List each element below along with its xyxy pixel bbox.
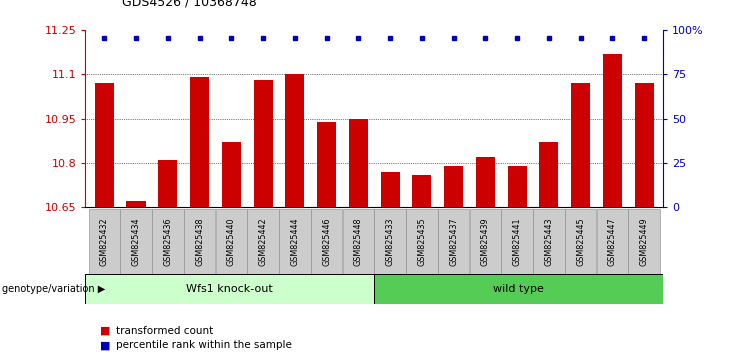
Bar	[438, 209, 469, 274]
Bar	[152, 209, 184, 274]
Text: GSM825440: GSM825440	[227, 217, 236, 266]
Text: GSM825432: GSM825432	[100, 217, 109, 266]
Bar	[184, 209, 215, 274]
Bar	[310, 209, 342, 274]
Text: GSM825446: GSM825446	[322, 217, 331, 266]
Bar	[374, 274, 663, 304]
Bar	[565, 209, 597, 274]
Text: ■: ■	[100, 326, 110, 336]
Text: GSM825442: GSM825442	[259, 217, 268, 266]
Bar	[247, 209, 279, 274]
Text: GSM825436: GSM825436	[163, 217, 173, 266]
Bar	[89, 209, 120, 274]
Bar	[120, 209, 152, 274]
Text: GSM825443: GSM825443	[545, 217, 554, 266]
Text: GSM825448: GSM825448	[353, 217, 363, 266]
Text: GSM825435: GSM825435	[417, 217, 426, 266]
Bar	[374, 209, 406, 274]
Text: GSM825439: GSM825439	[481, 217, 490, 266]
Bar	[95, 83, 114, 207]
Text: GSM825444: GSM825444	[290, 217, 299, 266]
Bar	[571, 83, 590, 207]
Bar	[317, 121, 336, 207]
Text: GSM825449: GSM825449	[639, 217, 648, 266]
Text: GSM825441: GSM825441	[513, 217, 522, 266]
Bar	[406, 209, 437, 274]
Text: GSM825437: GSM825437	[449, 217, 458, 266]
Bar	[190, 77, 209, 207]
Bar	[444, 166, 463, 207]
Text: Wfs1 knock-out: Wfs1 knock-out	[186, 284, 273, 295]
Text: ■: ■	[100, 340, 110, 350]
Bar	[508, 166, 527, 207]
Text: GSM825433: GSM825433	[385, 217, 395, 266]
Text: GSM825434: GSM825434	[131, 217, 141, 266]
Text: GSM825438: GSM825438	[195, 217, 204, 266]
Bar	[342, 209, 374, 274]
Text: GDS4526 / 10368748: GDS4526 / 10368748	[122, 0, 257, 9]
Text: GSM825445: GSM825445	[576, 217, 585, 266]
Bar	[603, 54, 622, 207]
Bar	[349, 119, 368, 207]
Bar	[159, 160, 177, 207]
Bar	[279, 209, 310, 274]
Bar	[222, 142, 241, 207]
Bar	[412, 175, 431, 207]
Bar	[533, 209, 565, 274]
Bar	[253, 80, 273, 207]
Bar	[85, 274, 374, 304]
Bar	[628, 209, 659, 274]
Bar	[597, 209, 628, 274]
Text: genotype/variation ▶: genotype/variation ▶	[2, 284, 105, 295]
Text: wild type: wild type	[494, 284, 544, 295]
Bar	[216, 209, 247, 274]
Bar	[285, 74, 305, 207]
Bar	[127, 201, 145, 207]
Bar	[539, 142, 559, 207]
Bar	[634, 83, 654, 207]
Text: percentile rank within the sample: percentile rank within the sample	[116, 340, 292, 350]
Bar	[502, 209, 533, 274]
Bar	[381, 172, 399, 207]
Text: transformed count: transformed count	[116, 326, 213, 336]
Text: GSM825447: GSM825447	[608, 217, 617, 266]
Bar	[476, 157, 495, 207]
Bar	[470, 209, 501, 274]
